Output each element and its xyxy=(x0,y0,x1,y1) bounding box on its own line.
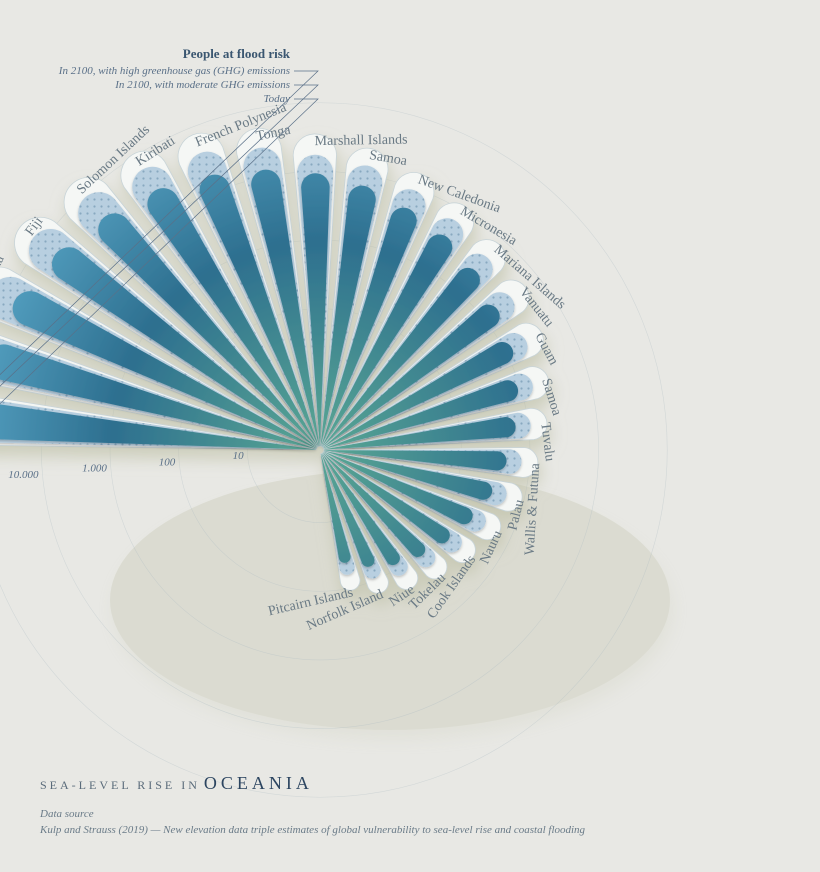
legend-series: In 2100, with moderate GHG emissions xyxy=(114,79,290,91)
tick-label: 10.000 xyxy=(8,469,39,481)
tick-label: 100 xyxy=(159,456,176,468)
title-prefix: SEA-LEVEL RISE IN xyxy=(40,778,200,792)
tick-label: 1.000 xyxy=(82,463,107,475)
title-region: OCEANIA xyxy=(204,773,313,793)
country-label: Samoa xyxy=(538,377,564,419)
country-label: Tuvalu xyxy=(537,421,557,462)
data-source-label: Data source xyxy=(40,808,585,820)
footer: SEA-LEVEL RISE IN OCEANIA Data source Ku… xyxy=(40,773,585,836)
legend-series: In 2100, with high greenhouse gas (GHG) … xyxy=(58,65,290,77)
tick-label: 10 xyxy=(233,450,245,462)
radial-chart: AustraliaNew ZealandPapuaFijiSolomon Isl… xyxy=(0,0,820,872)
legend-series: Today xyxy=(264,93,291,105)
data-source-text: Kulp and Strauss (2019) — New elevation … xyxy=(40,824,585,836)
scale-ticks: 100.00010.0001.00010010 xyxy=(0,450,244,487)
legend-heading: People at flood risk xyxy=(183,46,291,61)
country-label: Marshall Islands xyxy=(314,133,407,150)
